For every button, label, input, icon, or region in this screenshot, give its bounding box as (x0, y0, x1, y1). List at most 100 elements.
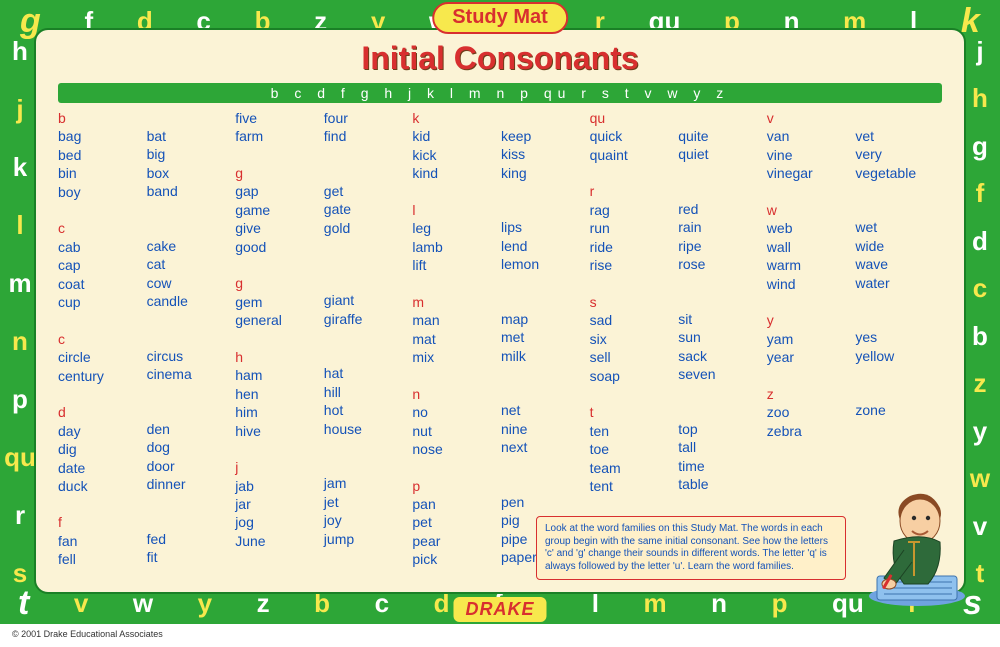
border-letters-left: hjklmnpqurs (6, 38, 34, 586)
word-entry: gold (324, 219, 411, 237)
word-entry: pen (501, 493, 588, 511)
word-entry: ride (590, 238, 677, 256)
word-entry: house (324, 420, 411, 438)
word-entry: tent (590, 477, 677, 495)
border-letter: h (12, 38, 28, 64)
word-entry: dog (147, 438, 234, 456)
word-column: fourfindgetgategoldgiantgiraffehathillho… (324, 109, 411, 569)
word-entry: rise (590, 256, 677, 274)
word-entry: bed (58, 146, 145, 164)
word-entry: circle (58, 348, 145, 366)
word-entry: kid (412, 127, 499, 145)
word-entry: find (324, 127, 411, 145)
word-entry: day (58, 422, 145, 440)
word-entry: zone (855, 401, 942, 419)
letter-heading: p (412, 477, 499, 495)
word-entry: good (235, 238, 322, 256)
border-letter: t (18, 586, 29, 620)
word-entry: give (235, 219, 322, 237)
word-entry: wave (855, 255, 942, 273)
word-column: batbigboxbandcakecatcowcandlecircuscinem… (147, 109, 234, 569)
word-entry: quick (590, 127, 677, 145)
word-entry: five (235, 109, 322, 127)
word-entry: milk (501, 347, 588, 365)
word-entry: sell (590, 348, 677, 366)
word-entry: date (58, 459, 145, 477)
border-letter: r (15, 502, 25, 528)
word-entry: van (767, 127, 854, 145)
word-entry: hen (235, 385, 322, 403)
word-entry: cake (147, 237, 234, 255)
word-entry: hill (324, 383, 411, 401)
word-column: keepkisskinglipslendlemonmapmetmilknetni… (501, 109, 588, 569)
inner-panel: Initial Consonants b c d f g h j k l m n… (34, 28, 966, 594)
word-entry: circus (147, 347, 234, 365)
word-entry: lemon (501, 255, 588, 273)
border-letter: v (973, 513, 987, 539)
word-entry: web (767, 219, 854, 237)
word-entry: nine (501, 420, 588, 438)
word-entry: top (678, 420, 765, 438)
word-entry: gate (324, 200, 411, 218)
word-entry: bag (58, 127, 145, 145)
word-entry: hat (324, 364, 411, 382)
word-entry: tall (678, 438, 765, 456)
word-entry: no (412, 403, 499, 421)
letter-heading: qu (590, 109, 677, 127)
word-entry: time (678, 457, 765, 475)
outer-frame: gfdcbzywsrqupnmlk tvwyzbcdflmnpqurs hjkl… (0, 0, 1000, 624)
word-entry: gem (235, 293, 322, 311)
letter-heading: y (767, 311, 854, 329)
word-columns: bbagbedbinboyccabcapcoatcupccirclecentur… (58, 109, 942, 569)
letter-heading: h (235, 348, 322, 366)
word-entry: very (855, 145, 942, 163)
letter-heading: c (58, 219, 145, 237)
alphabet-bar: b c d f g h j k l m n p qu r s t v w y z (58, 83, 942, 103)
word-entry: get (324, 182, 411, 200)
letter-heading: m (412, 293, 499, 311)
word-entry: king (501, 164, 588, 182)
letter-heading: v (767, 109, 854, 127)
word-column: kkidkickkindlleglambliftmmanmatmixnnonut… (412, 109, 499, 569)
border-letter: j (16, 96, 23, 122)
word-entry: quite (678, 127, 765, 145)
word-entry: hot (324, 401, 411, 419)
word-entry: duck (58, 477, 145, 495)
word-entry: red (678, 200, 765, 218)
word-column: bbagbedbinboyccabcapcoatcupccirclecentur… (58, 109, 145, 569)
word-entry: nose (412, 440, 499, 458)
border-letter: n (12, 328, 28, 354)
letter-heading: z (767, 385, 854, 403)
letter-heading: k (412, 109, 499, 127)
word-entry: lamb (412, 238, 499, 256)
border-letter: j (976, 38, 983, 64)
word-entry: met (501, 328, 588, 346)
letter-heading: s (590, 293, 677, 311)
drake-badge: DRAKE (453, 597, 546, 622)
letter-heading: g (235, 164, 322, 182)
letter-heading: t (590, 403, 677, 421)
word-entry: pear (412, 532, 499, 550)
word-entry: kiss (501, 145, 588, 163)
word-entry: rain (678, 218, 765, 236)
word-entry: general (235, 311, 322, 329)
border-letter: w (970, 465, 990, 491)
word-entry: nut (412, 422, 499, 440)
boy-illustration (832, 476, 972, 606)
word-entry: coat (58, 275, 145, 293)
word-entry: six (590, 330, 677, 348)
border-letter: h (972, 85, 988, 111)
letter-heading: w (767, 201, 854, 219)
word-entry: fell (58, 550, 145, 568)
word-entry: sit (678, 310, 765, 328)
letter-heading: b (58, 109, 145, 127)
word-entry: jog (235, 513, 322, 531)
letter-heading: j (235, 458, 322, 476)
word-entry: cab (58, 238, 145, 256)
word-column: ququickquaintrragrunriderisessadsixsells… (590, 109, 677, 569)
word-entry: yes (855, 328, 942, 346)
word-entry: jam (324, 474, 411, 492)
word-entry: lend (501, 237, 588, 255)
word-entry: dig (58, 440, 145, 458)
word-entry: next (501, 438, 588, 456)
